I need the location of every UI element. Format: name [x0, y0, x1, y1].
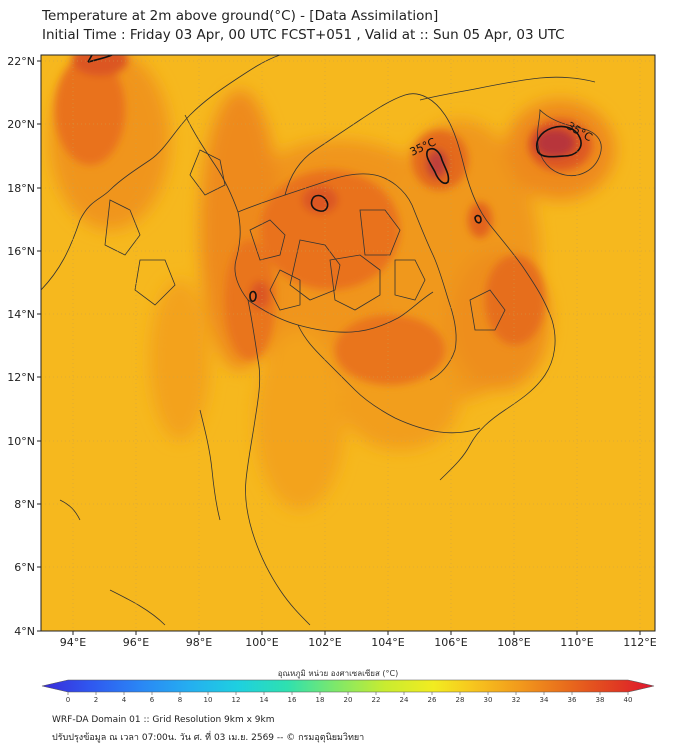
colorbar-tick-labels: 0 2 4 6 8 10 12 14 16 18 20 22 24 26 28 30 32 34 36 38 40: [66, 696, 633, 704]
lat-labels: 4°N 6°N 8°N 10°N 12°N 14°N 16°N 18°N 20°…: [7, 55, 35, 638]
colorbar-title: อุณหภูมิ หน่วย องศาเซลเซียส (°C): [277, 669, 399, 678]
colorbar-tick-marks: [67, 692, 629, 695]
lat-tick-label: 16°N: [7, 245, 35, 258]
map-subtitle: Initial Time : Friday 03 Apr, 00 UTC FCS…: [42, 27, 565, 43]
model-info: WRF-DA Domain 01 :: Grid Resolution 9km …: [52, 715, 275, 725]
colorbar-tick-label: 14: [260, 696, 269, 704]
lon-tick-label: 100°E: [245, 636, 278, 649]
lat-tick-label: 8°N: [14, 498, 35, 511]
colorbar-tick-label: 36: [568, 696, 577, 704]
temperature-field: [41, 55, 655, 631]
map-title: Temperature at 2m above ground(°C) - [Da…: [42, 8, 439, 24]
lat-tick-label: 4°N: [14, 625, 35, 638]
colorbar: 0 2 4 6 8 10 12 14 16 18 20 22 24 26 28 30 32 34 36 38 40: [41, 679, 655, 704]
colorbar-tick-label: 6: [150, 696, 155, 704]
colorbar-tick-label: 22: [372, 696, 381, 704]
lon-tick-label: 104°E: [371, 636, 404, 649]
colorbar-tick-label: 8: [178, 696, 182, 704]
graticule: [41, 55, 655, 631]
colorbar-tick-label: 28: [456, 696, 465, 704]
lon-tick-label: 96°E: [123, 636, 149, 649]
axis-ticks: [37, 60, 641, 635]
colorbar-tick-label: 4: [122, 696, 127, 704]
colorbar-tick-label: 40: [624, 696, 633, 704]
colorbar-tick-label: 24: [400, 696, 409, 704]
colorbar-tick-label: 0: [66, 696, 70, 704]
colorbar-tick-label: 16: [288, 696, 297, 704]
contour-35c: [87, 55, 582, 303]
lon-tick-label: 94°E: [60, 636, 86, 649]
lon-tick-label: 112°E: [623, 636, 656, 649]
colorbar-tick-label: 18: [316, 696, 325, 704]
colorbar-tick-label: 30: [484, 696, 493, 704]
colorbar-tick-label: 12: [232, 696, 241, 704]
lat-tick-label: 6°N: [14, 561, 35, 574]
colorbar-tick-label: 34: [540, 696, 549, 704]
colorbar-tick-label: 32: [512, 696, 521, 704]
lon-labels: 94°E 96°E 98°E 100°E 102°E 104°E 106°E 1…: [60, 636, 657, 649]
colorbar-tick-label: 2: [94, 696, 98, 704]
lat-tick-label: 22°N: [7, 55, 35, 68]
lon-tick-label: 98°E: [186, 636, 212, 649]
lat-tick-label: 20°N: [7, 118, 35, 131]
colorbar-tick-label: 38: [596, 696, 605, 704]
colorbar-tick-label: 26: [428, 696, 437, 704]
lon-tick-label: 106°E: [434, 636, 467, 649]
update-info: ปรับปรุงข้อมูล ณ เวลา 07:00น. วัน ศ. ที่…: [52, 733, 365, 743]
lon-tick-label: 108°E: [497, 636, 530, 649]
map-frame: [40, 54, 656, 632]
lat-tick-label: 18°N: [7, 182, 35, 195]
lon-tick-label: 110°E: [560, 636, 593, 649]
lat-tick-label: 12°N: [7, 371, 35, 384]
lon-tick-label: 102°E: [308, 636, 341, 649]
lat-tick-label: 10°N: [7, 435, 35, 448]
lat-tick-label: 14°N: [7, 308, 35, 321]
colorbar-tick-label: 20: [344, 696, 353, 704]
colorbar-bar: [41, 679, 655, 693]
colorbar-tick-label: 10: [204, 696, 213, 704]
